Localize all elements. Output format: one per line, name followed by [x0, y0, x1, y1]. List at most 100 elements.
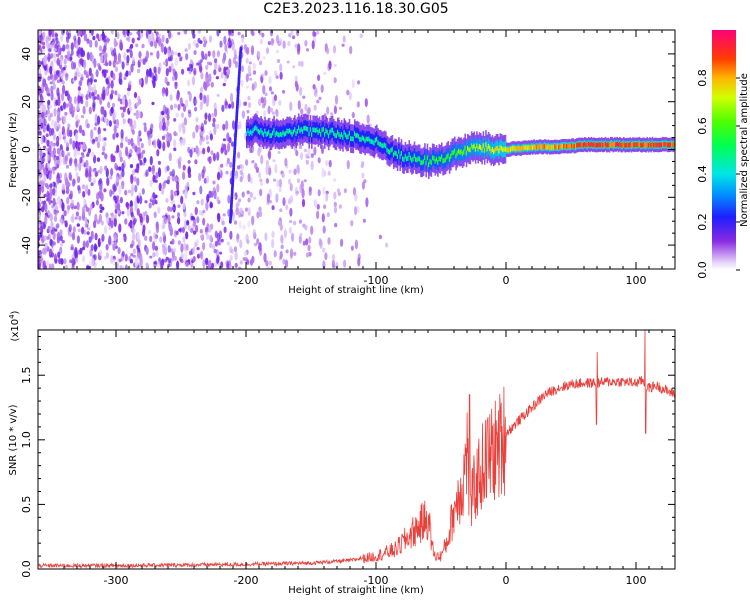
heatmap-cell: [151, 31, 155, 41]
heatmap-cell: [222, 57, 226, 64]
heatmap-cell: [224, 43, 228, 52]
heatmap-cell: [310, 225, 314, 235]
heatmap-cell: [296, 164, 300, 173]
heatmap-cell: [193, 67, 197, 75]
heatmap-cell: [195, 224, 199, 233]
heatmap-cell: [439, 156, 442, 162]
heatmap-cell: [187, 146, 191, 154]
heatmap-cell: [108, 60, 112, 67]
heatmap-cell: [529, 145, 531, 151]
heatmap-cell: [161, 87, 165, 97]
heatmap-cell: [568, 143, 570, 149]
heatmap-cell: [99, 35, 103, 41]
heatmap-cell: [308, 236, 312, 244]
heatmap-cell: [219, 251, 223, 255]
heatmap-cell: [228, 58, 232, 69]
heatmap-cell: [279, 208, 283, 212]
heatmap-cell: [309, 127, 312, 132]
heatmap-cell: [61, 202, 65, 212]
heatmap-cell: [133, 176, 137, 182]
spectrogram-heatmap: [38, 30, 675, 269]
heatmap-cell: [642, 142, 645, 148]
heatmap-cell: [390, 147, 392, 153]
heatmap-cell: [155, 31, 159, 36]
heatmap-cell: [359, 33, 363, 39]
heatmap-cell: [613, 142, 616, 147]
heatmap-cell: [64, 264, 69, 269]
heatmap-cell: [63, 210, 67, 217]
heatmap-cell: [460, 149, 463, 155]
heatmap-cell: [333, 77, 337, 84]
heatmap-cell: [491, 147, 494, 152]
heatmap-cell: [571, 143, 573, 149]
heatmap-cell: [145, 214, 149, 224]
heatmap-cell: [296, 128, 299, 134]
heatmap-cell: [294, 127, 296, 132]
x-tick-label: 0: [503, 574, 510, 587]
heatmap-cell: [118, 59, 122, 64]
heatmap-cell: [447, 152, 450, 158]
heatmap-cell: [189, 250, 193, 256]
heatmap-cell: [299, 183, 303, 194]
heatmap-cell: [48, 48, 52, 52]
heatmap-cell: [103, 45, 107, 53]
heatmap-cell: [493, 149, 495, 155]
heatmap-cell: [216, 183, 220, 193]
heatmap-cell: [199, 185, 203, 195]
heatmap-cell: [316, 99, 320, 104]
heatmap-cell: [413, 153, 416, 159]
heatmap-cell: [288, 128, 291, 134]
heatmap-cell: [125, 146, 129, 157]
heatmap-cell: [123, 76, 127, 80]
heatmap-cell: [77, 184, 81, 191]
heatmap-cell: [248, 61, 253, 65]
heatmap-cell: [144, 200, 148, 204]
y-tick-label: 0.0: [20, 560, 33, 578]
heatmap-cell: [259, 182, 264, 186]
heatmap-cell: [522, 145, 525, 151]
heatmap-cell: [535, 144, 538, 150]
heatmap-cell: [114, 90, 118, 96]
heatmap-cell: [139, 159, 143, 166]
heatmap-cell: [338, 204, 342, 209]
heatmap-cell: [222, 213, 226, 217]
heatmap-cell: [103, 188, 107, 193]
heatmap-cell: [208, 35, 213, 43]
heatmap-cell: [227, 142, 231, 153]
heatmap-cell: [341, 43, 345, 47]
heatmap-cell: [209, 242, 213, 249]
heatmap-cell: [187, 160, 191, 164]
heatmap-cell: [110, 154, 114, 163]
heatmap-cell: [140, 142, 144, 149]
heatmap-cell: [185, 231, 189, 240]
heatmap-cell: [282, 197, 286, 207]
heatmap-cell: [76, 223, 80, 227]
heatmap-cell: [176, 212, 181, 218]
heatmap-cell: [467, 145, 469, 151]
heatmap-cell: [202, 217, 206, 226]
heatmap-cell: [89, 51, 93, 62]
heatmap-cell: [257, 50, 261, 57]
heatmap-cell: [77, 36, 81, 46]
heatmap-cell: [93, 79, 97, 83]
heatmap-cell: [365, 136, 368, 142]
heatmap-cell: [260, 128, 262, 133]
heatmap-cell: [116, 209, 121, 215]
heatmap-cell: [38, 86, 41, 95]
heatmap-cell: [336, 188, 341, 194]
heatmap-cell: [179, 156, 183, 163]
heatmap-cell: [224, 75, 228, 83]
heatmap-cell: [213, 248, 217, 254]
heatmap-cell: [451, 150, 453, 156]
heatmap-cell: [340, 132, 343, 137]
heatmap-cell: [322, 225, 326, 234]
heatmap-cell: [183, 30, 187, 35]
heatmap-cell: [513, 146, 516, 151]
heatmap-cell: [124, 264, 128, 269]
heatmap-cell: [49, 183, 53, 188]
heatmap-cell: [216, 256, 220, 265]
heatmap-cell: [577, 142, 580, 148]
heatmap-cell: [129, 258, 133, 264]
heatmap-cell: [365, 197, 369, 208]
heatmap-cell: [604, 141, 607, 147]
